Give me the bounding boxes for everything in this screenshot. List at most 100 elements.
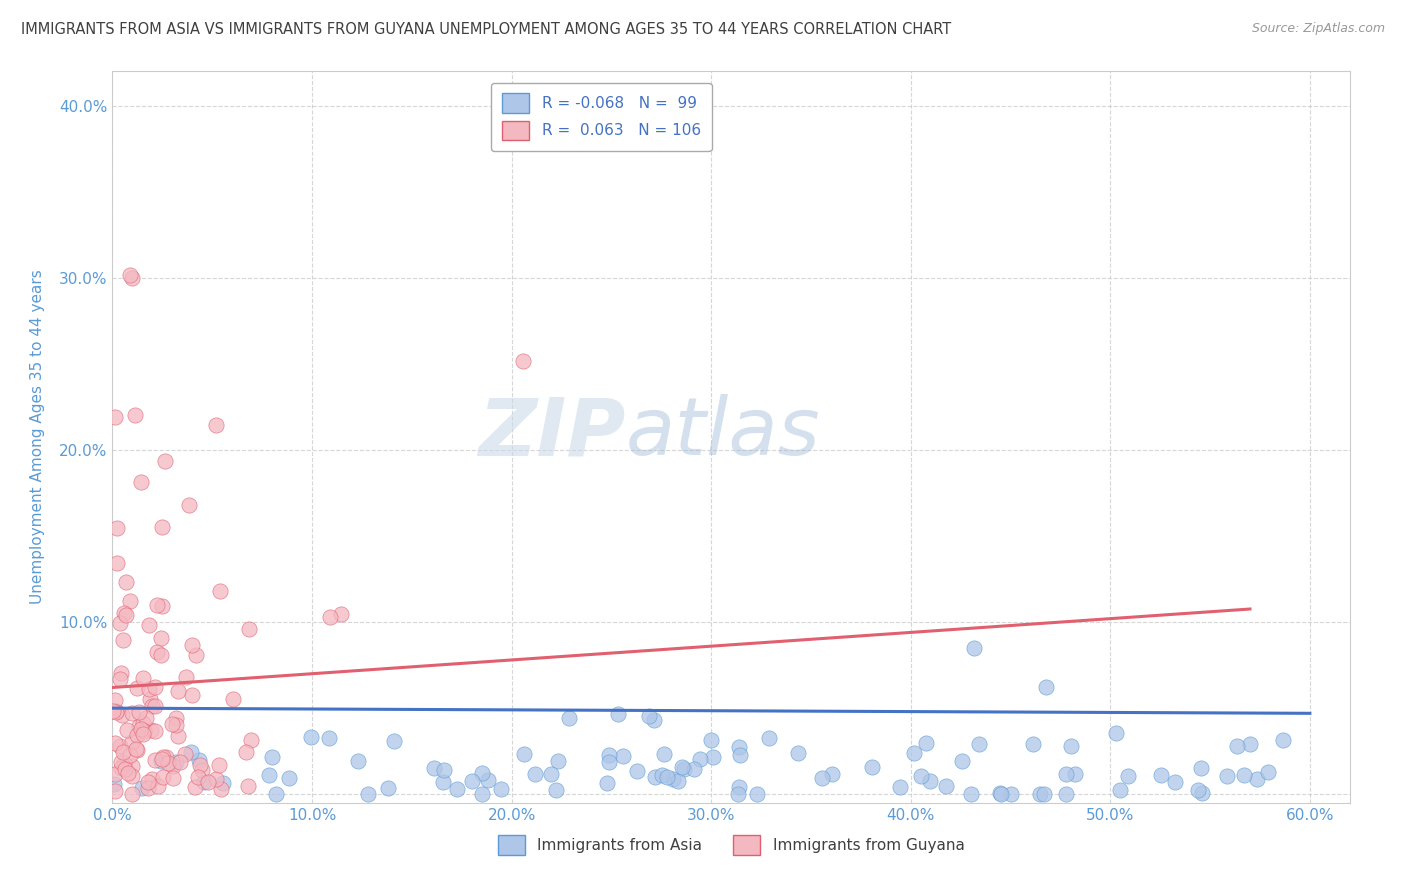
- Point: [811, 772, 834, 786]
- Point: [157, 756, 180, 770]
- Point: [671, 760, 693, 774]
- Point: [174, 670, 197, 684]
- Point: [702, 750, 724, 764]
- Point: [162, 771, 184, 785]
- Point: [136, 780, 159, 795]
- Point: [188, 757, 211, 772]
- Point: [346, 754, 368, 768]
- Point: [1191, 786, 1213, 800]
- Point: [134, 724, 156, 739]
- Point: [357, 787, 380, 801]
- Point: [104, 766, 127, 780]
- Point: [135, 711, 157, 725]
- Point: [1226, 739, 1249, 754]
- Point: [145, 645, 167, 659]
- Point: [105, 521, 128, 535]
- Point: [128, 706, 150, 720]
- Point: [598, 755, 620, 769]
- Point: [626, 764, 648, 779]
- Point: [104, 409, 127, 424]
- Point: [115, 574, 138, 589]
- Point: [471, 766, 494, 780]
- Point: [1246, 772, 1268, 786]
- Point: [141, 772, 163, 787]
- Point: [935, 779, 957, 793]
- Point: [382, 734, 405, 748]
- Point: [104, 693, 127, 707]
- Point: [910, 769, 932, 783]
- Point: [149, 648, 172, 662]
- Point: [125, 681, 148, 695]
- Point: [661, 772, 683, 787]
- Point: [239, 733, 262, 747]
- Point: [169, 755, 191, 769]
- Point: [730, 748, 752, 763]
- Point: [259, 768, 281, 782]
- Point: [1029, 787, 1052, 801]
- Point: [222, 692, 245, 706]
- Point: [121, 270, 143, 285]
- Point: [1063, 767, 1085, 781]
- Point: [165, 755, 187, 769]
- Point: [120, 594, 142, 608]
- Point: [131, 781, 153, 796]
- Point: [150, 519, 173, 533]
- Point: [266, 787, 288, 801]
- Point: [299, 730, 322, 744]
- Point: [967, 737, 990, 751]
- Point: [111, 707, 134, 722]
- Point: [124, 741, 146, 756]
- Point: [547, 755, 569, 769]
- Point: [747, 787, 769, 801]
- Point: [153, 453, 176, 467]
- Point: [209, 584, 232, 599]
- Point: [544, 782, 567, 797]
- Point: [471, 787, 494, 801]
- Point: [117, 765, 139, 780]
- Point: [132, 672, 155, 686]
- Point: [162, 759, 184, 773]
- Point: [108, 615, 131, 630]
- Point: [104, 736, 127, 750]
- Point: [186, 648, 208, 662]
- Point: [152, 770, 174, 784]
- Point: [727, 787, 749, 801]
- Point: [143, 680, 166, 694]
- Point: [129, 722, 152, 736]
- Text: Source: ZipAtlas.com: Source: ZipAtlas.com: [1251, 22, 1385, 36]
- Point: [197, 774, 219, 789]
- Point: [903, 746, 925, 760]
- Point: [127, 728, 149, 742]
- Point: [108, 739, 131, 754]
- Point: [596, 776, 619, 790]
- Point: [108, 672, 131, 686]
- Point: [121, 787, 143, 801]
- Point: [141, 698, 163, 713]
- Point: [960, 787, 983, 801]
- Point: [165, 718, 187, 732]
- Point: [860, 759, 883, 773]
- Point: [963, 640, 986, 655]
- Point: [689, 752, 711, 766]
- Point: [1105, 725, 1128, 739]
- Point: [112, 633, 135, 648]
- Point: [655, 771, 678, 785]
- Point: [138, 682, 160, 697]
- Point: [1056, 767, 1078, 781]
- Point: [166, 684, 188, 698]
- Point: [105, 704, 128, 718]
- Point: [150, 751, 173, 765]
- Point: [666, 773, 689, 788]
- Point: [105, 556, 128, 570]
- Y-axis label: Unemployment Among Ages 35 to 44 years: Unemployment Among Ages 35 to 44 years: [31, 269, 45, 605]
- Point: [728, 780, 751, 794]
- Point: [204, 772, 226, 787]
- Point: [121, 706, 143, 720]
- Point: [110, 755, 132, 769]
- Point: [183, 780, 205, 795]
- Point: [1257, 764, 1279, 779]
- Point: [146, 780, 169, 794]
- Point: [1109, 782, 1132, 797]
- Point: [643, 713, 665, 727]
- Point: [260, 750, 283, 764]
